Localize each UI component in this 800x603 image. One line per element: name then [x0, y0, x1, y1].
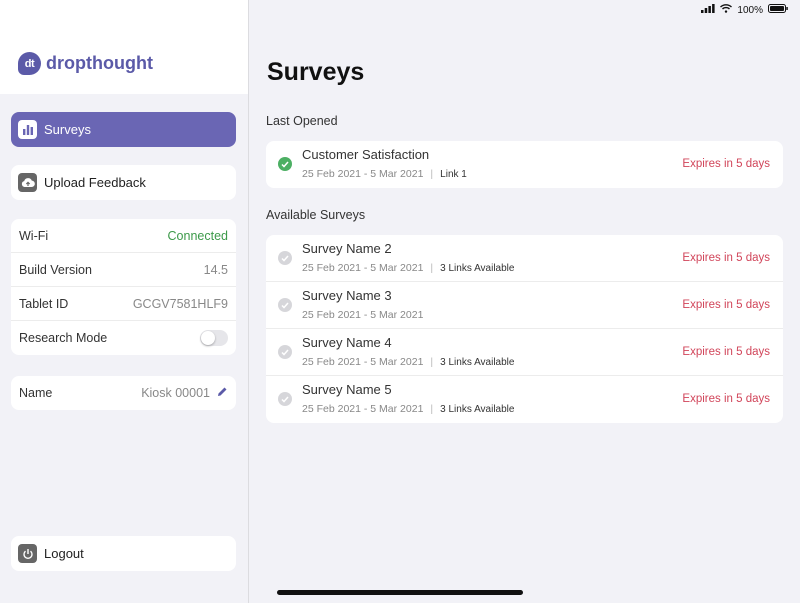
survey-links: 3 Links Available — [440, 403, 515, 415]
wifi-icon — [720, 4, 733, 16]
meta-separator: | — [430, 262, 434, 274]
available-surveys-list: Survey Name 2 25 Feb 2021 - 5 Mar 2021 |… — [266, 235, 783, 423]
survey-meta: 25 Feb 2021 - 5 Mar 2021 | 3 Links Avail… — [302, 403, 514, 415]
name-value-group: Kiosk 00001 — [141, 386, 228, 401]
signal-icon — [701, 4, 716, 16]
info-key: Tablet ID — [19, 296, 69, 311]
survey-row[interactable]: Customer Satisfaction 25 Feb 2021 - 5 Ma… — [266, 141, 783, 188]
survey-expiry: Expires in 5 days — [682, 393, 770, 405]
survey-expiry: Expires in 5 days — [682, 346, 770, 358]
device-info-card: Wi-Fi Connected Build Version 14.5 Table… — [11, 219, 236, 355]
survey-links: 3 Links Available — [440, 356, 515, 368]
brand-name: dropthought — [46, 53, 153, 73]
info-key: Wi-Fi — [19, 228, 49, 243]
info-row-name: Name Kiosk 00001 — [11, 376, 236, 410]
section-label-available-surveys: Available Surveys — [266, 208, 366, 222]
survey-name: Survey Name 2 — [302, 241, 392, 256]
toggle-knob — [201, 331, 215, 345]
info-row-research-mode: Research Mode — [11, 321, 236, 355]
tablet-id-value: GCGV7581HLF9 — [132, 296, 228, 311]
battery-icon — [768, 4, 788, 16]
check-circle-icon — [278, 298, 292, 312]
pencil-icon[interactable] — [216, 386, 228, 401]
section-label-last-opened: Last Opened — [266, 114, 338, 128]
info-key: Build Version — [19, 262, 92, 277]
main-content: 100% Surveys Last Opened Customer Satisf… — [250, 0, 800, 603]
home-indicator — [277, 590, 523, 595]
survey-expiry: Expires in 5 days — [682, 252, 770, 264]
survey-name: Survey Name 4 — [302, 335, 392, 350]
meta-separator: | — [430, 168, 434, 180]
survey-meta: 25 Feb 2021 - 5 Mar 2021 | 3 Links Avail… — [302, 356, 514, 368]
brand: dt dropthought — [18, 52, 153, 75]
info-row-wifi: Wi-Fi Connected — [11, 219, 236, 253]
sidebar: dt dropthought Surveys Upload Fe — [0, 0, 249, 603]
cloud-upload-icon — [18, 173, 37, 192]
research-mode-toggle[interactable] — [200, 330, 228, 346]
survey-dates: 25 Feb 2021 - 5 Mar 2021 — [302, 309, 424, 321]
survey-links: Link 1 — [440, 168, 467, 180]
name-card: Name Kiosk 00001 — [11, 376, 236, 410]
check-circle-icon — [278, 251, 292, 265]
logout-label: Logout — [44, 546, 84, 561]
build-version-value: 14.5 — [203, 262, 228, 277]
survey-dates: 25 Feb 2021 - 5 Mar 2021 — [302, 356, 424, 368]
wifi-status: Connected — [167, 228, 228, 243]
info-row-build-version: Build Version 14.5 — [11, 253, 236, 287]
brand-logo: dt — [18, 52, 41, 75]
check-circle-icon — [278, 345, 292, 359]
brand-area: dt dropthought — [0, 0, 248, 94]
survey-dates: 25 Feb 2021 - 5 Mar 2021 — [302, 262, 424, 274]
survey-name: Survey Name 5 — [302, 382, 392, 397]
status-bar: 100% — [701, 4, 788, 16]
info-key: Research Mode — [19, 331, 108, 345]
survey-meta: 25 Feb 2021 - 5 Mar 2021 — [302, 309, 423, 321]
survey-expiry: Expires in 5 days — [682, 158, 770, 170]
battery-percent: 100% — [737, 4, 763, 16]
meta-separator: | — [430, 356, 434, 368]
last-opened-list: Customer Satisfaction 25 Feb 2021 - 5 Ma… — [266, 141, 783, 188]
survey-name: Survey Name 3 — [302, 288, 392, 303]
page-title: Surveys — [267, 58, 365, 86]
sidebar-item-label: Surveys — [44, 122, 91, 137]
survey-row[interactable]: Survey Name 4 25 Feb 2021 - 5 Mar 2021 |… — [266, 329, 783, 376]
survey-row[interactable]: Survey Name 5 25 Feb 2021 - 5 Mar 2021 |… — [266, 376, 783, 423]
info-row-tablet-id: Tablet ID GCGV7581HLF9 — [11, 287, 236, 321]
kiosk-name-value: Kiosk 00001 — [141, 386, 210, 400]
survey-links: 3 Links Available — [440, 262, 515, 274]
survey-row[interactable]: Survey Name 3 25 Feb 2021 - 5 Mar 2021 E… — [266, 282, 783, 329]
check-circle-icon — [278, 157, 292, 171]
bar-chart-icon — [18, 120, 37, 139]
survey-row[interactable]: Survey Name 2 25 Feb 2021 - 5 Mar 2021 |… — [266, 235, 783, 282]
sidebar-item-label: Upload Feedback — [44, 175, 146, 190]
survey-meta: 25 Feb 2021 - 5 Mar 2021 | Link 1 — [302, 168, 467, 180]
survey-dates: 25 Feb 2021 - 5 Mar 2021 — [302, 403, 424, 415]
logout-button[interactable]: Logout — [11, 536, 236, 571]
sidebar-item-upload-feedback[interactable]: Upload Feedback — [11, 165, 236, 200]
meta-separator: | — [430, 403, 434, 415]
survey-name: Customer Satisfaction — [302, 147, 430, 162]
power-icon — [18, 544, 37, 563]
survey-expiry: Expires in 5 days — [682, 299, 770, 311]
sidebar-item-surveys[interactable]: Surveys — [11, 112, 236, 147]
info-key: Name — [19, 386, 53, 400]
survey-meta: 25 Feb 2021 - 5 Mar 2021 | 3 Links Avail… — [302, 262, 514, 274]
survey-dates: 25 Feb 2021 - 5 Mar 2021 — [302, 168, 424, 180]
check-circle-icon — [278, 392, 292, 406]
